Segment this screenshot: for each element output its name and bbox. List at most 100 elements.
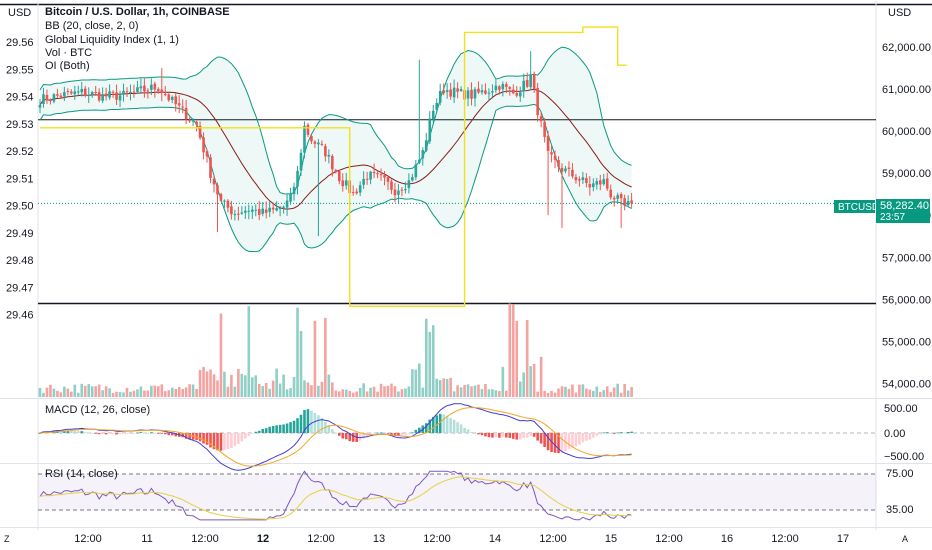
volume-bar: [400, 389, 404, 397]
candle-body: [477, 88, 480, 93]
indicator-oi[interactable]: OI (Both): [45, 60, 90, 72]
horizontal-lines: [38, 119, 876, 305]
indicator-volume[interactable]: Vol · BTC: [45, 47, 92, 59]
price-tag-price: 58,282.40: [880, 200, 929, 212]
macd-histogram-bar: [386, 433, 390, 434]
macd-histogram-bar: [351, 433, 355, 442]
right-axis-tick: 56,000.00: [882, 294, 931, 306]
macd-histogram-bar: [146, 432, 150, 434]
volume-bar: [101, 390, 104, 397]
macd-histogram-bar: [115, 433, 118, 435]
macd-histogram-bar: [348, 433, 352, 442]
left-axis-tick: 29.52: [6, 146, 34, 158]
macd-histogram-bar: [122, 433, 125, 434]
right-axis-tick: 61,000.00: [882, 84, 931, 96]
volume-bar: [578, 384, 581, 397]
candle-body: [466, 90, 470, 99]
candle-body: [518, 92, 522, 97]
candle-body: [424, 140, 428, 151]
volume-bar: [383, 386, 386, 397]
candle-body: [136, 87, 139, 92]
macd-histogram-bar: [449, 418, 452, 433]
macd-histogram-bar: [588, 433, 592, 440]
volume-bar: [358, 387, 362, 397]
volume-bar: [83, 385, 87, 397]
volume-bar: [605, 386, 609, 397]
macd-histogram-bar: [313, 412, 317, 433]
indicator-liquidity[interactable]: Global Liquidity Index (1, 1): [45, 34, 179, 46]
macd-label[interactable]: MACD (12, 26, close): [45, 404, 150, 416]
macd-histogram-bar: [167, 433, 171, 436]
macd-histogram-bar: [365, 433, 369, 437]
macd-histogram-bar: [327, 424, 331, 433]
candle-body: [505, 84, 508, 87]
right-axis-tick: 60,000.00: [882, 126, 931, 138]
candle-body: [515, 93, 519, 96]
candle-body: [125, 91, 129, 93]
candle-body: [404, 189, 407, 191]
macd-histogram-bar: [442, 414, 445, 433]
candle-body: [118, 95, 122, 101]
volume-bar: [167, 390, 171, 397]
macd-histogram-bar: [337, 433, 341, 436]
macd-histogram-bar: [317, 415, 320, 433]
volume-bar: [543, 390, 546, 397]
macd-histogram-bar: [108, 433, 111, 434]
candle-body: [216, 185, 219, 195]
volume-bar: [63, 386, 66, 397]
volume-bar: [546, 392, 550, 397]
macd-histogram-bar: [261, 428, 265, 433]
volume-bar: [233, 386, 237, 397]
macd-histogram-bar: [598, 433, 602, 435]
macd-histogram-bar: [237, 433, 240, 444]
macd-histogram-bar: [501, 433, 505, 438]
left-axis-ticks: 29.56 29.55 29.54 29.53 29.52 29.51 29.50 29.49…: [6, 37, 34, 322]
macd-histogram-bar: [560, 433, 564, 453]
volume-bar: [150, 385, 153, 397]
macd-histogram-bar: [59, 431, 63, 433]
volume-bar: [550, 390, 553, 397]
macd-histogram-bar: [132, 433, 136, 434]
time-axis-label: 11: [141, 533, 152, 545]
candle-body: [557, 160, 560, 167]
candle-body: [598, 180, 602, 185]
volume-bar: [428, 331, 432, 397]
macd-histogram-bar: [494, 433, 498, 438]
volume-bar: [257, 383, 261, 397]
macd-histogram-bar: [198, 433, 202, 442]
time-axis[interactable]: 12:00 11 12:00 12 12:00 13 12:00 14 12:00 15 12:00…: [74, 533, 849, 545]
macd-histogram-bar: [571, 433, 574, 448]
volume-bar: [209, 369, 212, 397]
macd-histogram-bar: [511, 433, 515, 439]
volume-bar: [397, 391, 400, 397]
macd-histogram-bar: [63, 430, 66, 433]
candle-body: [132, 91, 136, 93]
volume-bar: [38, 387, 42, 397]
indicator-bb[interactable]: BB (20, close, 2, 0): [45, 20, 139, 32]
candle-body: [94, 92, 97, 94]
candle-body: [101, 94, 104, 101]
volume-bar: [122, 392, 125, 397]
macd-histogram-bar: [487, 433, 491, 438]
macd-histogram-bar: [157, 433, 160, 434]
macd-histogram-bar: [411, 432, 414, 434]
candle-body: [390, 181, 393, 190]
macd-histogram-bar: [630, 431, 633, 433]
macd-histogram-bar: [532, 433, 536, 437]
rsi-label[interactable]: RSI (14, close): [45, 468, 118, 480]
volume-bar: [459, 387, 463, 397]
candle-body: [219, 194, 223, 201]
volume-bar: [282, 374, 285, 397]
volume-bar: [146, 390, 150, 397]
candle-body: [602, 179, 606, 185]
volume-bar: [271, 380, 275, 397]
time-axis-corner-right[interactable]: A: [902, 534, 908, 544]
right-axis-tick: 55,000.00: [882, 336, 931, 348]
macd-histogram-bar: [202, 433, 205, 444]
volume-bar: [487, 389, 491, 397]
time-axis-corner-left[interactable]: Z: [4, 534, 10, 544]
volume-bar: [87, 384, 91, 397]
volume-bar: [435, 378, 439, 397]
volume-bar: [115, 391, 118, 397]
